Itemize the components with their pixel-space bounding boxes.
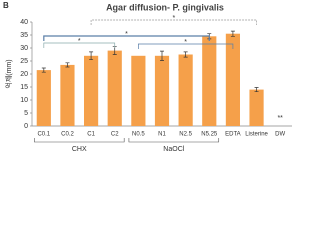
y-tick-label: 15 (20, 84, 28, 91)
chart: B Agar diffusion- P. gingivalis 억제(mm) 0… (3, 1, 292, 153)
x-tick-label: Listerine (245, 132, 268, 138)
error-bar (183, 51, 188, 58)
significance-bracket (138, 43, 234, 49)
x-tick-label: N5.25 (201, 132, 218, 138)
y-axis-label: 억제(mm) (5, 59, 13, 88)
x-tick-label: N0.5 (132, 132, 145, 138)
bar (225, 33, 240, 127)
x-tick-label: N1 (158, 132, 166, 138)
x-tick-label: N2.5 (179, 132, 192, 138)
group-bracket (128, 138, 220, 143)
y-tick-label: 35 (20, 32, 28, 39)
significance-star: * (78, 38, 81, 45)
bar (60, 64, 75, 126)
x-tick-label: C0.2 (61, 132, 74, 138)
bar (131, 55, 146, 126)
x-tick-label: C1 (87, 132, 95, 138)
panel-label: B (3, 1, 9, 10)
error-bar (65, 62, 70, 68)
bar (107, 50, 122, 126)
x-tick-label: C0.1 (37, 132, 50, 138)
bar (249, 89, 264, 126)
group-label: CHX (72, 146, 87, 153)
y-tick-label: 30 (20, 45, 28, 52)
y-tick-label: 0 (24, 123, 28, 130)
bar (154, 55, 170, 126)
x-tick-label: DW (275, 132, 285, 138)
error-bar (160, 50, 164, 61)
significance-bracket (43, 35, 210, 41)
error-bar (41, 67, 46, 73)
x-tick-label: C2 (111, 132, 119, 138)
bar (178, 54, 193, 126)
bar (202, 36, 217, 126)
group-label: NaOCl (163, 146, 184, 153)
significance-star: * (172, 15, 175, 22)
significance-star: * (184, 39, 187, 46)
bar (36, 70, 51, 126)
y-tick-label: 40 (20, 19, 28, 26)
error-bar (230, 30, 235, 37)
error-bar (89, 51, 94, 61)
error-bar (254, 87, 259, 93)
bar (84, 55, 99, 126)
significance-bracket (43, 42, 116, 48)
significance-star: * (125, 31, 128, 38)
y-tick-label: 20 (20, 71, 28, 78)
chart-title: Agar diffusion- P. gingivalis (106, 2, 224, 12)
y-tick-label: 5 (24, 110, 28, 117)
group-bracket (34, 138, 125, 143)
y-tick-label: 25 (20, 58, 28, 65)
x-tick-label: EDTA (225, 132, 241, 138)
y-tick-label: 10 (20, 97, 28, 104)
dw-annotation: ** (277, 115, 283, 122)
significance-bracket (90, 19, 257, 25)
